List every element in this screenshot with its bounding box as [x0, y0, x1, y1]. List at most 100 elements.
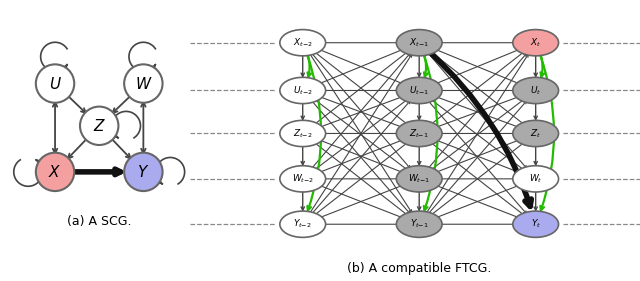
FancyArrowPatch shape [314, 95, 406, 129]
FancyArrowPatch shape [428, 52, 527, 168]
FancyArrowPatch shape [311, 52, 410, 168]
Circle shape [396, 77, 442, 104]
FancyArrowPatch shape [312, 141, 408, 216]
Circle shape [80, 106, 118, 145]
FancyArrowPatch shape [313, 99, 408, 171]
FancyArrowPatch shape [432, 132, 522, 135]
FancyArrowPatch shape [428, 53, 527, 169]
FancyArrowPatch shape [310, 53, 412, 213]
FancyArrowPatch shape [431, 48, 523, 86]
FancyArrowPatch shape [431, 183, 523, 220]
Circle shape [396, 211, 442, 237]
Circle shape [396, 30, 442, 56]
FancyArrowPatch shape [111, 138, 131, 158]
FancyArrowPatch shape [429, 142, 525, 217]
Text: $U_{t{-}2}$: $U_{t{-}2}$ [293, 84, 312, 97]
Circle shape [513, 211, 559, 237]
FancyArrowPatch shape [310, 54, 412, 214]
FancyArrowPatch shape [312, 50, 408, 125]
FancyArrowPatch shape [301, 55, 305, 76]
FancyArrowPatch shape [141, 102, 145, 153]
FancyArrowPatch shape [417, 146, 421, 165]
FancyArrowPatch shape [316, 132, 406, 135]
FancyArrowPatch shape [431, 95, 523, 129]
FancyArrowPatch shape [429, 51, 531, 206]
Text: $Z_{t}$: $Z_{t}$ [530, 127, 541, 140]
FancyArrowPatch shape [428, 100, 527, 214]
Text: $X$: $X$ [49, 164, 61, 180]
Text: $U_{t{-}1}$: $U_{t{-}1}$ [410, 84, 429, 97]
FancyArrowPatch shape [307, 55, 321, 210]
FancyArrowPatch shape [534, 146, 538, 165]
FancyArrowPatch shape [313, 98, 408, 171]
FancyArrowPatch shape [314, 95, 406, 129]
Text: $Z_{t{-}2}$: $Z_{t{-}2}$ [293, 127, 312, 140]
FancyArrowPatch shape [314, 47, 406, 85]
FancyArrowPatch shape [428, 101, 527, 215]
FancyArrowPatch shape [432, 89, 522, 92]
Circle shape [513, 77, 559, 104]
FancyArrowPatch shape [432, 223, 522, 226]
FancyArrowPatch shape [311, 101, 410, 215]
FancyArrowPatch shape [432, 41, 522, 44]
FancyArrowPatch shape [314, 183, 406, 219]
Circle shape [513, 30, 559, 56]
Text: $X_{t{-}2}$: $X_{t{-}2}$ [293, 37, 312, 49]
Circle shape [280, 166, 326, 192]
FancyArrowPatch shape [429, 98, 525, 171]
FancyArrowPatch shape [312, 51, 408, 126]
FancyArrowPatch shape [308, 54, 311, 77]
FancyArrowPatch shape [429, 51, 525, 126]
Text: (a) A SCG.: (a) A SCG. [67, 215, 131, 228]
Text: $W$: $W$ [134, 76, 152, 92]
Text: (b) A compatible FTCG.: (b) A compatible FTCG. [347, 262, 492, 275]
FancyArrowPatch shape [534, 55, 538, 76]
FancyArrowPatch shape [429, 50, 525, 125]
FancyArrowPatch shape [534, 103, 538, 119]
Text: $Z$: $Z$ [93, 118, 106, 134]
Circle shape [513, 166, 559, 192]
Text: $Y$: $Y$ [137, 164, 150, 180]
Circle shape [124, 64, 163, 103]
Text: $W_{t}$: $W_{t}$ [529, 173, 543, 185]
FancyArrowPatch shape [431, 138, 523, 174]
Circle shape [124, 153, 163, 191]
Circle shape [280, 120, 326, 147]
Circle shape [36, 153, 74, 191]
Text: $U_{t}$: $U_{t}$ [530, 84, 541, 97]
FancyArrowPatch shape [53, 102, 57, 153]
FancyArrowPatch shape [541, 54, 544, 77]
FancyArrowPatch shape [424, 55, 438, 210]
FancyArrowPatch shape [113, 95, 131, 113]
Circle shape [280, 77, 326, 104]
FancyArrowPatch shape [311, 100, 410, 214]
FancyArrowPatch shape [316, 178, 406, 180]
FancyArrowPatch shape [417, 55, 421, 76]
Text: $X_{t{-}1}$: $X_{t{-}1}$ [410, 37, 429, 49]
FancyArrowPatch shape [431, 138, 523, 174]
FancyArrowPatch shape [311, 53, 410, 169]
FancyArrowPatch shape [301, 191, 305, 210]
FancyArrowPatch shape [316, 89, 406, 92]
Text: $X_{t}$: $X_{t}$ [530, 37, 541, 49]
FancyArrowPatch shape [432, 178, 522, 180]
Circle shape [280, 211, 326, 237]
Circle shape [513, 120, 559, 147]
FancyArrowPatch shape [72, 169, 120, 175]
FancyArrowPatch shape [301, 103, 305, 119]
FancyArrowPatch shape [417, 103, 421, 119]
FancyArrowPatch shape [426, 54, 528, 214]
Text: $U$: $U$ [49, 76, 61, 92]
FancyArrowPatch shape [314, 138, 406, 174]
Circle shape [280, 30, 326, 56]
Text: $Y_{t}$: $Y_{t}$ [531, 218, 541, 230]
FancyArrowPatch shape [68, 138, 88, 158]
FancyArrowPatch shape [431, 95, 523, 129]
FancyArrowPatch shape [431, 183, 523, 219]
Text: $W_{t{-}2}$: $W_{t{-}2}$ [292, 173, 314, 185]
FancyArrowPatch shape [429, 99, 525, 171]
Circle shape [396, 166, 442, 192]
Text: $W_{t{-}1}$: $W_{t{-}1}$ [408, 173, 430, 185]
FancyArrowPatch shape [534, 191, 538, 210]
FancyArrowPatch shape [540, 55, 554, 210]
